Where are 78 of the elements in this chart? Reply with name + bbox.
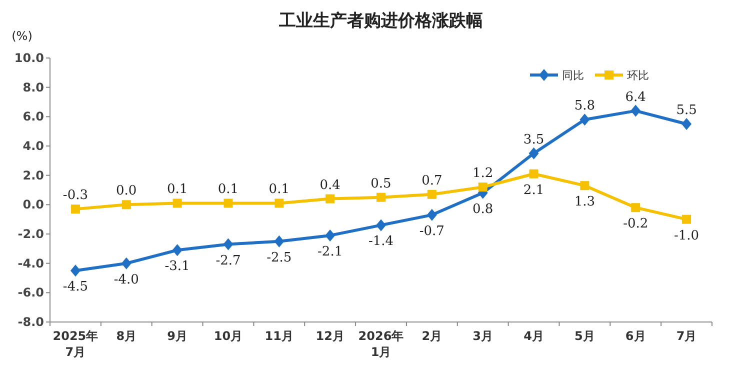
point bbox=[376, 219, 386, 232]
data-label: 3.5 bbox=[523, 132, 544, 148]
data-label: 0.8 bbox=[472, 202, 494, 217]
data-label: -1.4 bbox=[368, 234, 394, 250]
data-label: 1.3 bbox=[574, 194, 596, 210]
data-label: -0.3 bbox=[62, 188, 88, 204]
data-label: -4.0 bbox=[114, 272, 139, 288]
data-label: -2.7 bbox=[216, 253, 241, 268]
y-tick-label: 8.0 bbox=[22, 80, 44, 94]
point bbox=[70, 204, 80, 214]
x-tick-label: 9月 bbox=[167, 329, 188, 343]
legend-label: 同比 bbox=[562, 69, 584, 82]
point bbox=[426, 208, 437, 221]
x-tick-label: 2月 bbox=[422, 329, 442, 343]
data-label: -4.5 bbox=[62, 280, 88, 295]
x-tick-label: 2026年 1月 bbox=[358, 329, 404, 359]
y-tick-label: 2.0 bbox=[22, 168, 44, 182]
data-label: -3.1 bbox=[164, 259, 190, 274]
y-tick-label: -8.0 bbox=[18, 315, 44, 329]
x-tick-label: 8月 bbox=[116, 329, 137, 343]
x-tick-label: 4月 bbox=[524, 329, 544, 343]
point bbox=[223, 238, 234, 250]
point bbox=[274, 198, 284, 208]
x-tick-label: 6月 bbox=[625, 329, 646, 343]
point bbox=[580, 114, 590, 126]
data-label: 0.1 bbox=[218, 182, 239, 198]
point bbox=[478, 182, 488, 192]
data-label: 0.4 bbox=[320, 178, 340, 193]
point bbox=[631, 203, 640, 212]
data-label: -2.5 bbox=[266, 250, 292, 266]
point bbox=[682, 118, 692, 130]
point bbox=[122, 200, 131, 210]
x-tick-label: 2025年 7月 bbox=[52, 329, 98, 359]
y-tick-label: 10.0 bbox=[14, 51, 44, 65]
data-label: 0.5 bbox=[370, 176, 392, 192]
data-label: 5.5 bbox=[676, 103, 697, 118]
data-label: 1.2 bbox=[472, 166, 494, 182]
data-label: -0.2 bbox=[623, 216, 648, 232]
data-label: 0.1 bbox=[166, 182, 188, 198]
point bbox=[427, 190, 436, 199]
data-label: -2.1 bbox=[318, 244, 343, 260]
data-label: 0.1 bbox=[268, 182, 290, 198]
x-tick-label: 10月 bbox=[214, 329, 243, 343]
x-tick-label: 7月 bbox=[676, 329, 697, 343]
point bbox=[325, 229, 336, 242]
point bbox=[528, 147, 539, 160]
legend-label: 环比 bbox=[627, 69, 649, 82]
point bbox=[172, 244, 182, 256]
data-label: 5.8 bbox=[574, 98, 596, 114]
point bbox=[376, 192, 386, 202]
y-tick-label: 4.0 bbox=[22, 139, 44, 153]
y-tick-label: -6.0 bbox=[18, 286, 44, 300]
point bbox=[326, 194, 335, 204]
data-label: -0.7 bbox=[419, 224, 444, 239]
y-tick-label: -2.0 bbox=[18, 227, 44, 241]
point bbox=[630, 104, 641, 117]
point bbox=[529, 169, 538, 178]
y-tick-label: 0.0 bbox=[22, 198, 44, 212]
x-tick-label: 5月 bbox=[574, 329, 595, 343]
point bbox=[682, 214, 692, 224]
data-label: 2.1 bbox=[523, 182, 544, 198]
y-tick-label: -4.0 bbox=[18, 256, 44, 270]
point bbox=[224, 198, 233, 208]
point bbox=[121, 257, 132, 270]
data-label: 0.7 bbox=[422, 173, 442, 188]
point bbox=[580, 181, 590, 190]
y-axis-title: (%) bbox=[12, 29, 32, 43]
point bbox=[70, 264, 80, 277]
data-label: -1.0 bbox=[674, 228, 700, 244]
x-tick-label: 3月 bbox=[472, 329, 494, 343]
y-tick-label: 6.0 bbox=[22, 110, 44, 124]
chart-title: 工业生产者购进价格涨跌幅 bbox=[278, 11, 483, 31]
data-label: 6.4 bbox=[625, 90, 646, 105]
data-label: 0.0 bbox=[116, 184, 137, 199]
point bbox=[274, 235, 284, 248]
x-tick-label: 12月 bbox=[316, 329, 344, 343]
x-tick-label: 11月 bbox=[264, 329, 294, 343]
point bbox=[172, 198, 182, 208]
